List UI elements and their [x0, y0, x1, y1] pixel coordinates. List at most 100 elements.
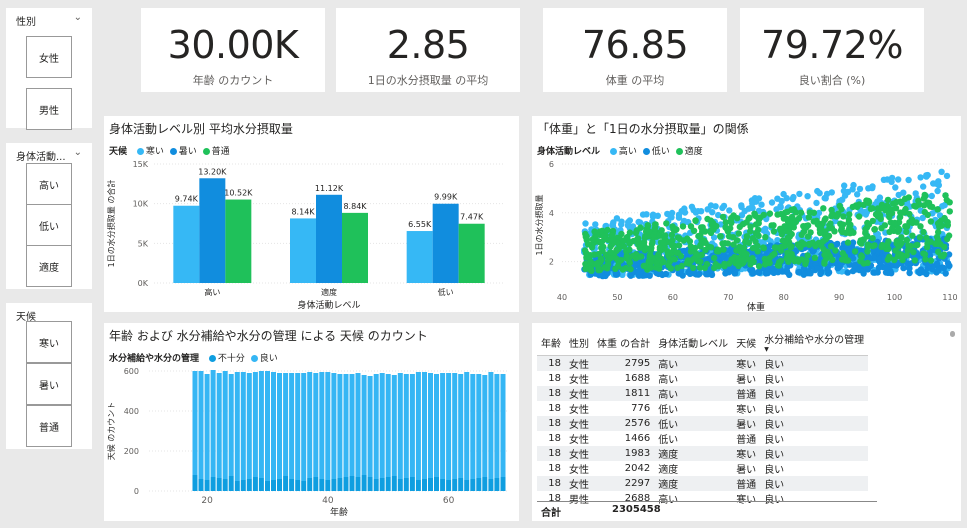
- column-header[interactable]: 体重 の合計: [593, 329, 655, 356]
- scatter-point: [601, 264, 608, 271]
- x-tick-label: 90: [834, 293, 844, 302]
- scatter-point: [795, 242, 803, 249]
- table-cell: 適度: [654, 476, 733, 491]
- scatter-point: [881, 222, 889, 229]
- x-axis-title: 体重: [747, 301, 765, 312]
- scatter-point: [832, 247, 839, 254]
- column-segment: [458, 374, 464, 478]
- slicer-option-low[interactable]: 低い: [26, 204, 72, 246]
- legend-swatch: [136, 148, 144, 155]
- column-header[interactable]: 身体活動レベル: [654, 329, 733, 356]
- column-header[interactable]: 性別: [565, 329, 593, 356]
- scatter-point: [752, 229, 760, 237]
- table-cell: 18: [548, 463, 561, 474]
- slicer-option-moderate[interactable]: 適度: [26, 245, 72, 287]
- slicer-option-cold[interactable]: 寒い: [26, 321, 72, 363]
- scatter-point: [803, 222, 810, 230]
- scatter-point: [938, 168, 945, 175]
- column-segment: [355, 373, 361, 477]
- scatter-point: [858, 254, 865, 261]
- column-segment: [464, 372, 470, 480]
- scatter-point: [861, 208, 869, 216]
- slicer-option-hot[interactable]: 暑い: [26, 363, 72, 405]
- chart-title: 「体重」と「1日の水分摂取量」の関係: [537, 122, 749, 136]
- column-segment: [307, 478, 313, 491]
- scatter-point: [821, 228, 829, 235]
- column-header[interactable]: 水分補給や水分の管理 ▼: [760, 329, 869, 356]
- slicer-option-high[interactable]: 高い: [26, 163, 72, 205]
- legend-swatch: [208, 355, 216, 362]
- x-tick-label: 適度: [321, 287, 337, 297]
- scatter-point: [626, 259, 633, 266]
- scatter-point: [923, 244, 931, 251]
- scatter-point: [604, 269, 611, 277]
- column-segment: [500, 374, 506, 477]
- scatter-point: [788, 206, 795, 214]
- scatter-point: [755, 220, 762, 227]
- scatter-point: [587, 259, 594, 266]
- table-cell: 適度: [658, 465, 679, 476]
- scatter-point: [941, 243, 948, 251]
- data-label: 8.84K: [343, 202, 367, 211]
- scatter-point: [691, 244, 699, 252]
- column-segment: [331, 479, 337, 491]
- scatter-point: [613, 255, 620, 262]
- column-segment: [470, 374, 476, 479]
- scatter-point: [786, 242, 794, 250]
- column-segment: [464, 480, 470, 491]
- column-segment: [458, 478, 464, 491]
- scatter-point: [882, 269, 890, 276]
- x-tick-label: 60: [668, 293, 678, 302]
- scatter-point: [874, 205, 881, 212]
- column-header[interactable]: 天候: [732, 329, 761, 356]
- scatter-point: [930, 180, 937, 187]
- column-segment: [440, 479, 446, 491]
- table-cell: 18: [537, 416, 565, 431]
- column-segment: [337, 374, 343, 478]
- column-segment: [228, 476, 234, 491]
- scatter-point: [840, 187, 848, 195]
- chevron-down-icon[interactable]: ⌄: [73, 12, 82, 23]
- slicer-option-female[interactable]: 女性: [26, 36, 72, 78]
- chart-legend: 天候 寒い 暑い 普通: [109, 144, 230, 157]
- scatter-point: [841, 182, 848, 189]
- slicer-option-male[interactable]: 男性: [26, 88, 72, 130]
- scatter-point: [696, 264, 704, 271]
- scatter-point: [903, 237, 910, 244]
- chevron-down-icon[interactable]: ⌄: [73, 147, 82, 158]
- scatter-point: [790, 193, 797, 201]
- table-cell: 女性: [569, 405, 589, 416]
- scatter-point: [607, 249, 614, 256]
- column-segment: [391, 476, 397, 491]
- scatter-point: [935, 248, 942, 255]
- table-cell: 1466: [624, 433, 651, 444]
- scatter-point: [752, 212, 759, 219]
- column-segment: [234, 372, 240, 481]
- table-cell: 18: [548, 433, 561, 444]
- x-tick-label: 60: [443, 496, 455, 506]
- scatter-point: [920, 228, 927, 236]
- legend-swatch: [675, 148, 683, 155]
- scatter-point: [613, 247, 620, 254]
- y-tick-label: 5K: [138, 239, 149, 248]
- table-cell: 高い: [658, 495, 679, 506]
- table-cell: 1983: [593, 446, 655, 461]
- scatter-point: [849, 267, 857, 275]
- legend-swatch: [609, 148, 617, 155]
- slicer-gender-title: 性別: [16, 17, 36, 28]
- table-cell: 女性: [569, 465, 589, 476]
- slicer-option-normal[interactable]: 普通: [26, 405, 72, 447]
- scatter-point: [895, 225, 902, 232]
- scrollbar-thumb[interactable]: [950, 331, 955, 337]
- scatter-point: [624, 222, 632, 229]
- scatter-point: [761, 261, 769, 268]
- scatter-point: [934, 206, 941, 213]
- scatter-point: [696, 233, 704, 240]
- column-header[interactable]: 年齢: [537, 329, 565, 356]
- column-segment: [403, 374, 409, 478]
- x-tick-label: 50: [612, 293, 622, 302]
- scatter-point: [921, 251, 929, 258]
- scatter-point: [701, 264, 709, 272]
- y-tick-label: 400: [124, 407, 139, 416]
- column-segment: [258, 371, 264, 478]
